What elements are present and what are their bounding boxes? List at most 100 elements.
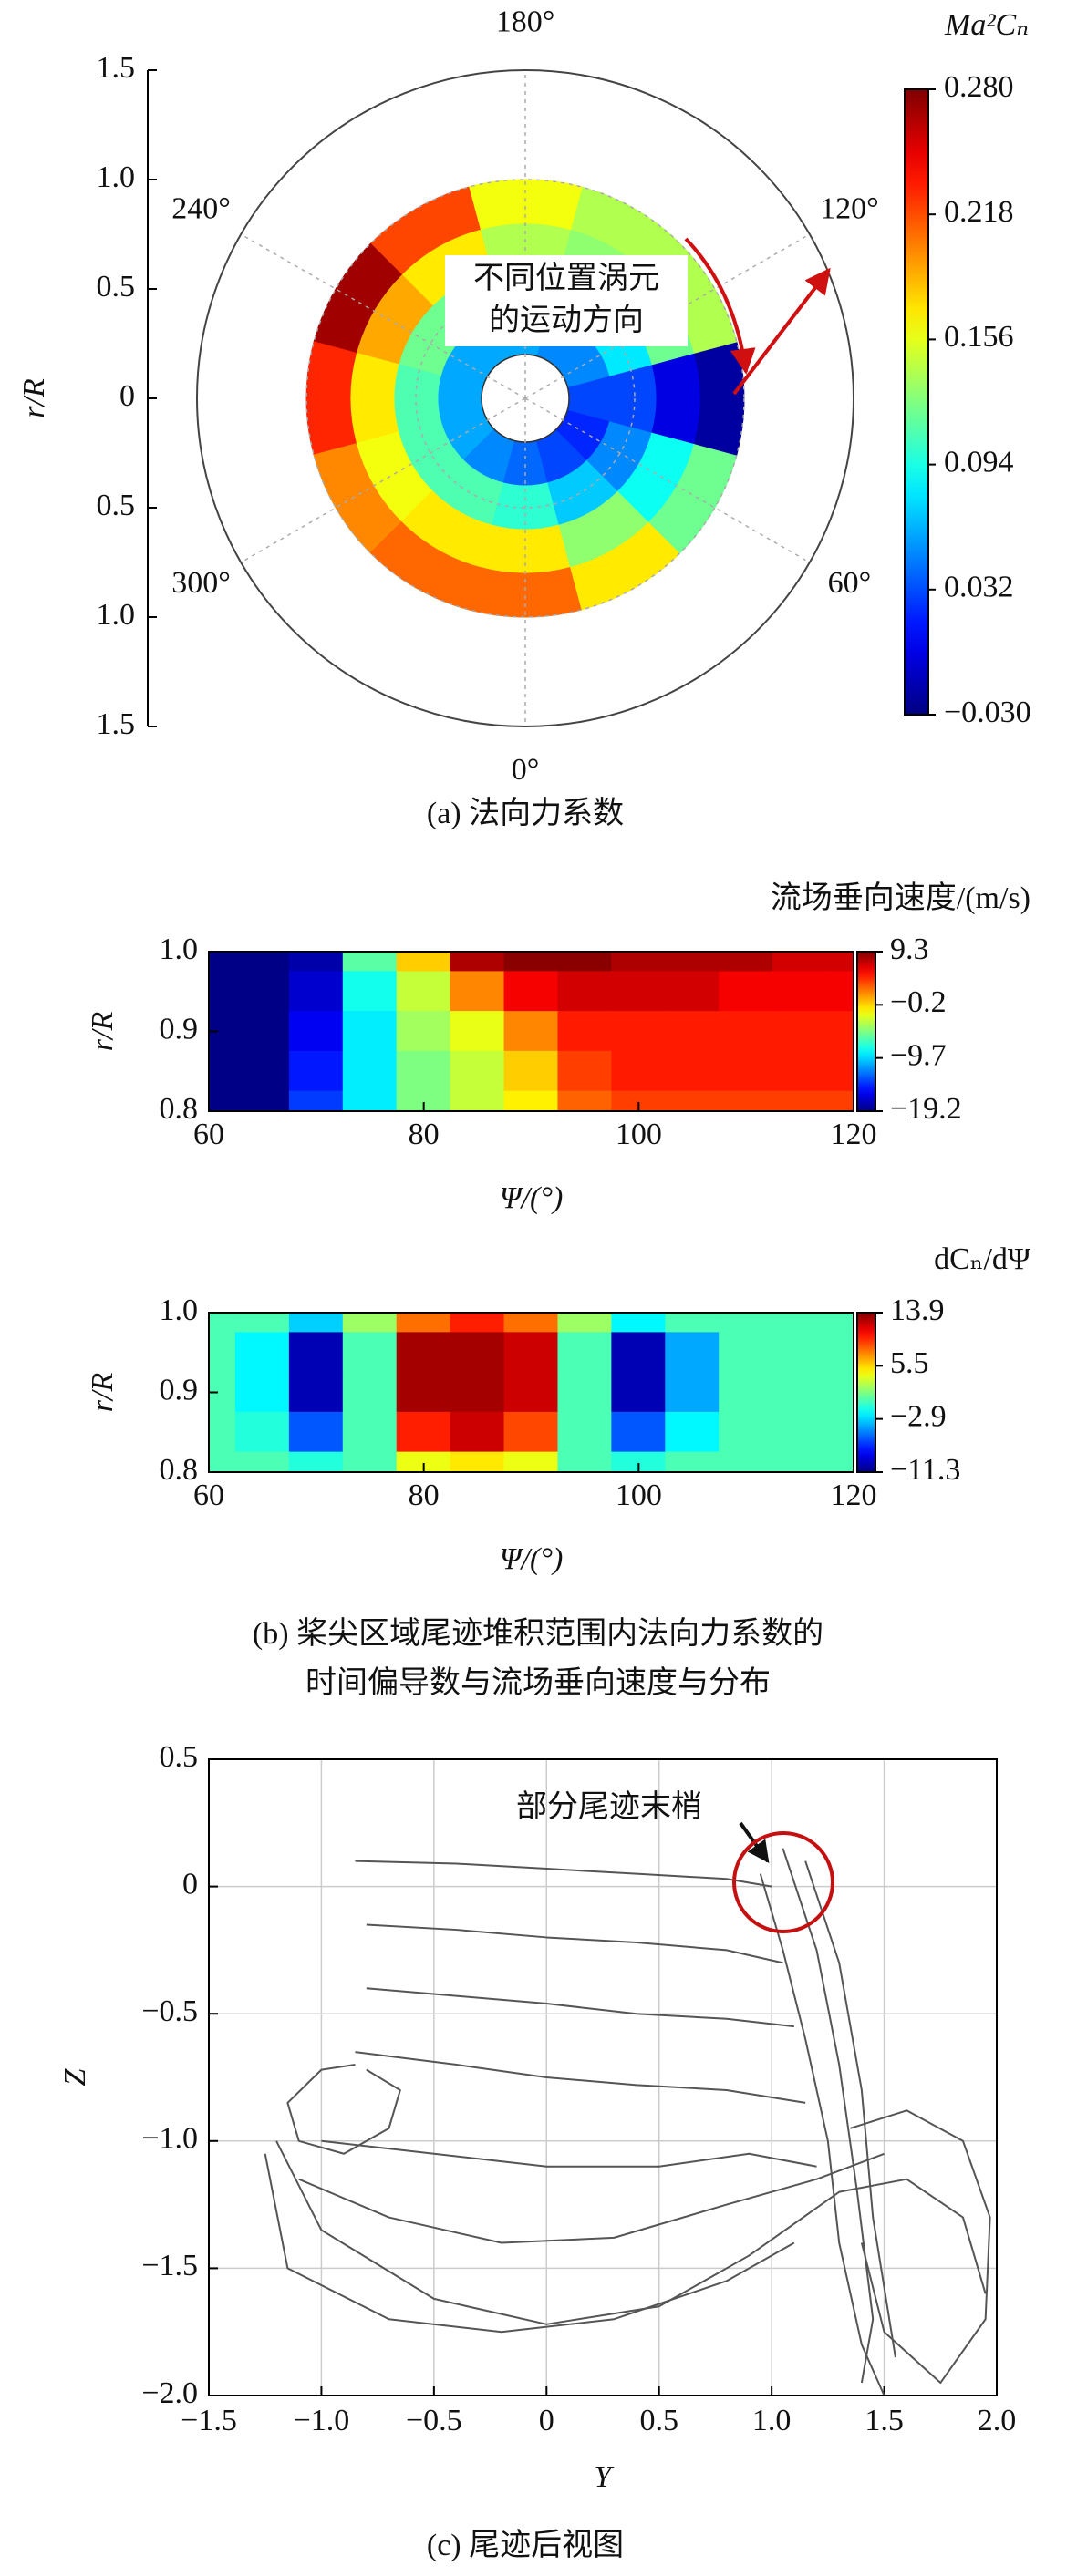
- heat-cell: [234, 1451, 290, 1473]
- y-tick-label: 0: [119, 379, 135, 413]
- heat-cell: [665, 1411, 720, 1453]
- heat-cell: [826, 1011, 854, 1052]
- colorbar-tick-label: −19.2: [890, 1092, 962, 1126]
- theta-tick-label: 300°: [171, 566, 231, 600]
- y-tick-label: −1.0: [141, 2122, 198, 2156]
- heat-cell: [719, 1011, 774, 1052]
- heat-cell: [665, 1451, 720, 1473]
- heat-cell: [557, 951, 613, 973]
- y-axis-label: r/R: [86, 1012, 119, 1052]
- annotation-box: [445, 255, 688, 346]
- heat-cell: [557, 1451, 613, 1473]
- heat-cell: [826, 1312, 854, 1334]
- heat-cell: [450, 1090, 505, 1112]
- heat-cell: [234, 971, 290, 1013]
- x-tick-label: 120: [831, 1118, 877, 1151]
- contour-cell: [369, 521, 481, 611]
- heat-cell: [611, 1050, 667, 1092]
- heat-cell: [396, 971, 451, 1013]
- heat-cell: [772, 1090, 828, 1112]
- heat-cell: [288, 1372, 344, 1413]
- contour-cell: [393, 364, 441, 433]
- heat-cell: [826, 1332, 854, 1374]
- heat-cell: [719, 971, 774, 1013]
- heat-cell: [719, 1411, 774, 1453]
- heat-cell: [208, 1312, 236, 1334]
- heat-cell: [234, 1050, 290, 1092]
- contour-cell: [468, 179, 583, 231]
- colorbar-title: 流场垂向速度/(m/s): [771, 881, 1030, 915]
- heat-cell: [503, 1372, 559, 1413]
- y-tick-label: 0.8: [160, 1453, 199, 1487]
- heat-cell: [611, 1011, 667, 1052]
- heat-cell: [342, 1312, 398, 1334]
- colorbar-tick-label: 0.094: [944, 445, 1014, 479]
- wake-line: [355, 2051, 806, 2104]
- wake-line: [298, 2152, 885, 2244]
- annotation: 的运动方向: [489, 303, 644, 337]
- heat-cell: [557, 1332, 613, 1374]
- polar-grid-circle: [305, 179, 745, 618]
- heat-cell: [772, 1372, 828, 1413]
- wake-line: [321, 2139, 817, 2168]
- annotation: 部分尾迹末梢: [516, 1789, 702, 1824]
- heat-cell: [396, 1411, 451, 1453]
- heat-cell: [396, 951, 451, 973]
- heat-cell: [234, 1332, 290, 1374]
- heat-cell: [665, 1090, 720, 1112]
- colorbar: [856, 1312, 876, 1473]
- contour-cell: [609, 364, 658, 433]
- heat-cell: [396, 1372, 451, 1413]
- x-tick-label: 100: [616, 1118, 662, 1151]
- x-tick-label: 120: [831, 1479, 877, 1512]
- caption: 时间偏导数与流场垂向速度与分布: [305, 1665, 771, 1700]
- heat-cell: [719, 1332, 774, 1374]
- heat-cell: [772, 1312, 828, 1334]
- heat-cell: [557, 1050, 613, 1092]
- y-tick-label: 0.5: [97, 489, 136, 522]
- heat-cell: [719, 1050, 774, 1092]
- contour-cell: [468, 566, 583, 618]
- colorbar-tick-label: 13.9: [890, 1293, 945, 1327]
- x-tick-label: 60: [193, 1118, 224, 1151]
- heat-cell: [772, 951, 828, 973]
- y-axis-label: Z: [58, 2067, 92, 2086]
- heat-cell: [503, 1451, 559, 1473]
- heat-cell: [234, 1011, 290, 1052]
- heat-cell: [208, 1050, 236, 1092]
- heat-cell: [208, 1090, 236, 1112]
- heat-cell: [234, 1090, 290, 1112]
- x-tick-label: 1.5: [865, 2404, 904, 2437]
- colorbar-tick-label: −11.3: [890, 1453, 960, 1487]
- heat-cell: [288, 1451, 344, 1473]
- y-tick-label: 0: [182, 1867, 198, 1901]
- y-tick-label: 0.5: [160, 1740, 199, 1774]
- heat-cell: [342, 1372, 398, 1413]
- wake-line: [804, 1860, 896, 2358]
- heat-cell: [234, 951, 290, 973]
- colorbar-tick-label: 0.280: [944, 70, 1014, 104]
- y-tick-label: 1.0: [97, 598, 136, 632]
- colorbar-tick-label: 9.3: [890, 933, 929, 966]
- caption: (c) 尾迹后视图: [427, 2528, 624, 2562]
- x-axis-label: Ψ/(°): [500, 1181, 564, 1215]
- heat-cell: [396, 1011, 451, 1052]
- wake-line: [275, 2140, 987, 2325]
- heat-cell: [234, 1312, 290, 1334]
- x-axis-label: Ψ/(°): [500, 1542, 564, 1576]
- theta-tick-label: 240°: [171, 192, 231, 226]
- wake-line: [366, 1987, 794, 2028]
- heat-cell: [342, 1050, 398, 1092]
- heat-cell: [396, 1332, 451, 1374]
- x-tick-label: −0.5: [406, 2404, 462, 2437]
- heat-cell: [557, 971, 613, 1013]
- heat-cell: [557, 1411, 613, 1453]
- heat-cell: [772, 1050, 828, 1092]
- heat-cell: [772, 971, 828, 1013]
- heat-cell: [665, 1011, 720, 1052]
- x-tick-label: 80: [409, 1118, 440, 1151]
- heat-cell: [665, 1312, 720, 1334]
- heat-cell: [557, 1090, 613, 1112]
- heat-cell: [208, 1332, 236, 1374]
